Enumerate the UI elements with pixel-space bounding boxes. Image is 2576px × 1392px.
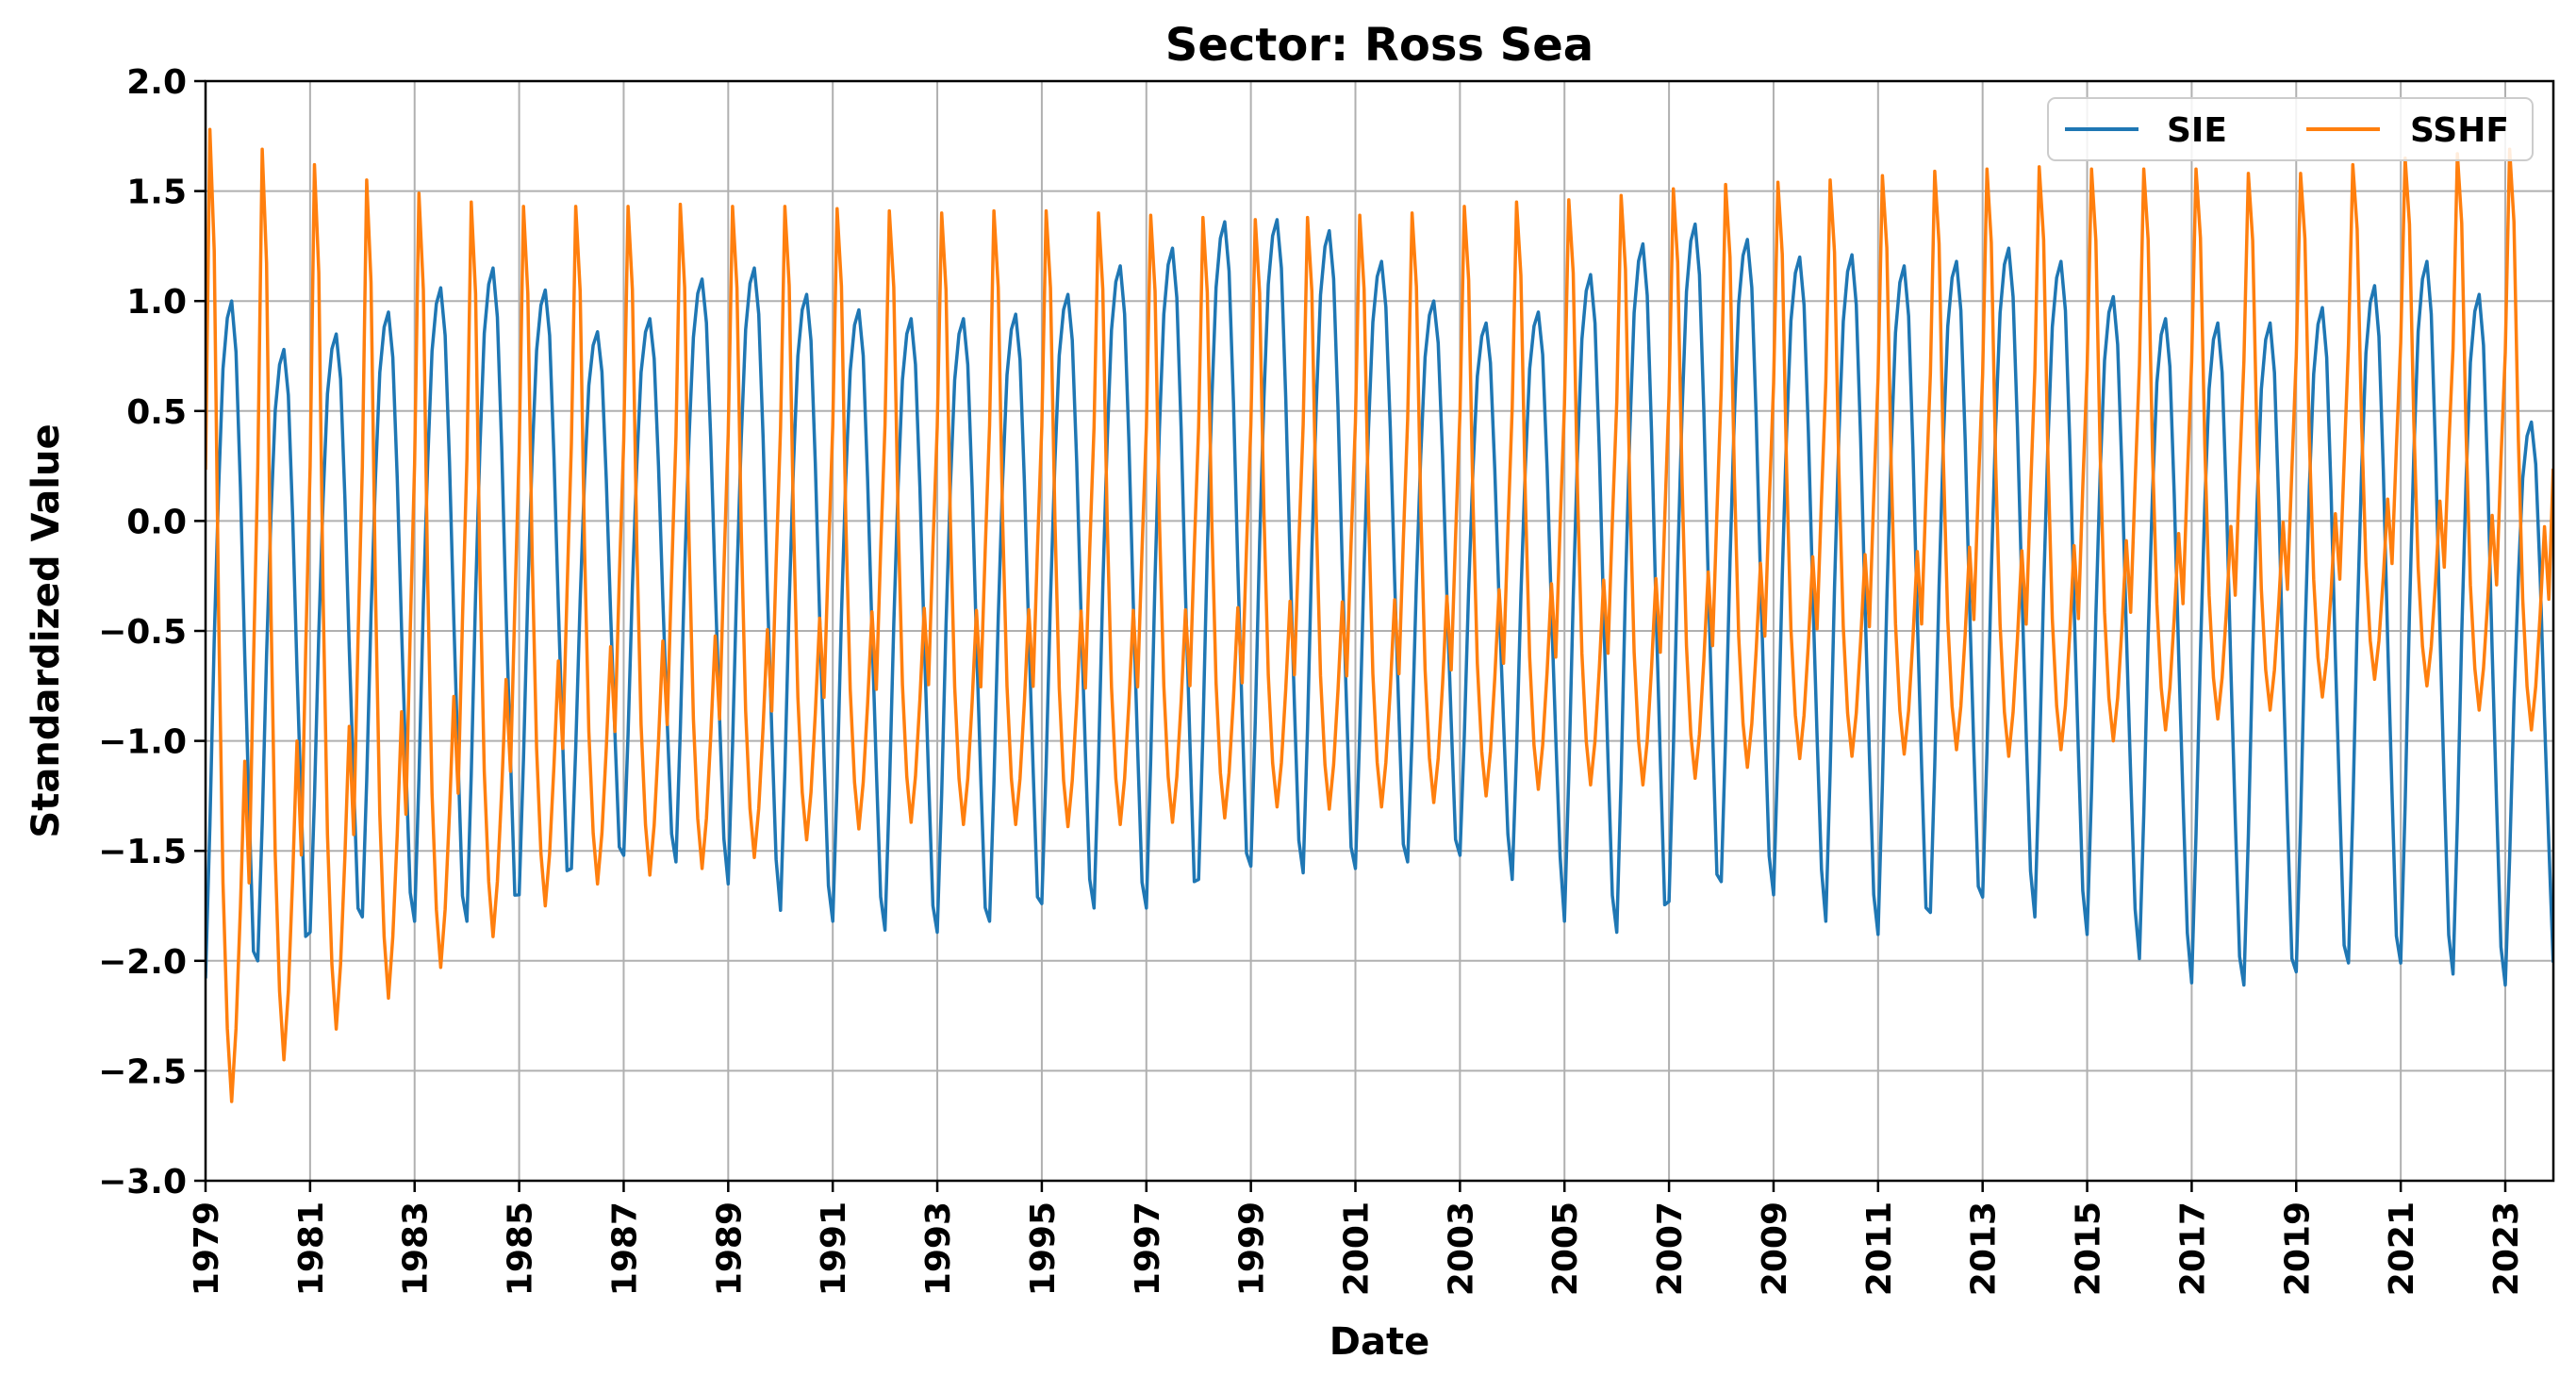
x-tick-label: 1983	[397, 1201, 436, 1296]
series-line-sshf	[206, 127, 2553, 1103]
y-axis-label: Standardized Value	[25, 423, 68, 837]
y-tick-label: −1.0	[98, 723, 187, 762]
legend-label-sie: SIE	[2167, 111, 2227, 150]
legend: SIE SSHF	[2047, 97, 2534, 161]
y-tick-label: 1.5	[126, 174, 187, 212]
x-axis-label: Date	[1329, 1320, 1429, 1364]
y-tick-label: −3.0	[98, 1163, 187, 1201]
x-tick-label: 1981	[292, 1201, 331, 1296]
x-tick-label: 2005	[1546, 1201, 1585, 1296]
x-tick-label: 1995	[1024, 1201, 1063, 1296]
y-tick-label: −1.5	[98, 833, 187, 871]
x-tick-label: 2011	[1860, 1201, 1899, 1296]
legend-label-sshf: SSHF	[2410, 111, 2509, 150]
x-tick-label: 1993	[919, 1201, 958, 1296]
x-tick-label: 1989	[710, 1201, 749, 1296]
x-tick-label: 2021	[2383, 1201, 2421, 1296]
x-tick-label: 2007	[1651, 1201, 1690, 1296]
x-tick-label: 2015	[2070, 1201, 2108, 1296]
x-tick-label: 2017	[2173, 1201, 2212, 1296]
x-tick-label: 1985	[502, 1201, 540, 1296]
gridlines	[205, 80, 2553, 1182]
x-tick-label: 1991	[815, 1201, 853, 1296]
y-tick-label: 2.0	[126, 63, 187, 102]
x-tick-label: 2023	[2487, 1201, 2526, 1296]
y-tick-label: 0.5	[126, 393, 187, 432]
x-tick-label: 2003	[1442, 1201, 1480, 1296]
x-tick-label: 1997	[1129, 1201, 1167, 1296]
x-tick-label: 2001	[1338, 1201, 1377, 1296]
x-tick-label: 1979	[188, 1201, 226, 1296]
y-tick-label: 1.0	[126, 283, 187, 322]
series-layer	[206, 127, 2553, 1103]
y-tick-label: −2.5	[98, 1052, 187, 1091]
x-tick-label: 1999	[1233, 1201, 1272, 1296]
y-tick-label: −2.0	[98, 943, 187, 982]
chart-title: Sector: Ross Sea	[1165, 19, 1593, 72]
x-tick-label: 2019	[2278, 1201, 2317, 1296]
x-tick-label: 2013	[1965, 1201, 2004, 1296]
legend-box	[2047, 97, 2534, 161]
y-tick-label: 0.0	[126, 503, 187, 541]
x-tick-label: 1987	[605, 1201, 644, 1296]
series-line-sie	[206, 218, 2553, 987]
axis-ticks: 1979 1981 1983 1985 1987 1989 1991 1993 1995 1997…	[98, 63, 2526, 1296]
x-tick-label: 2009	[1756, 1201, 1794, 1296]
y-tick-label: −0.5	[98, 613, 187, 652]
